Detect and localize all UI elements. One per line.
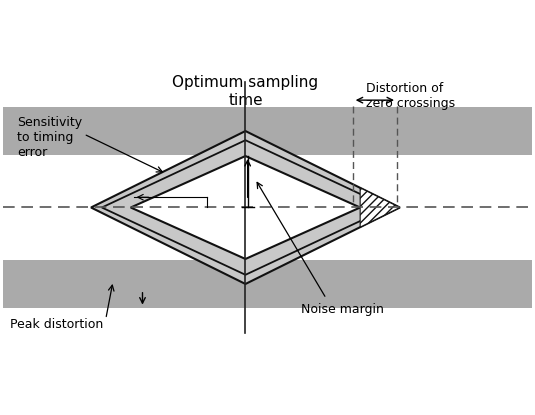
Text: Sensitivity
to timing
error: Sensitivity to timing error	[18, 116, 82, 159]
Polygon shape	[3, 107, 532, 154]
Polygon shape	[91, 131, 400, 284]
Text: Distortion of
zero crossings: Distortion of zero crossings	[366, 83, 455, 110]
Text: Noise margin: Noise margin	[301, 303, 384, 316]
Polygon shape	[360, 188, 400, 227]
Polygon shape	[131, 156, 360, 259]
Text: Optimum sampling
time: Optimum sampling time	[172, 75, 318, 107]
Polygon shape	[3, 261, 532, 308]
Text: Peak distortion: Peak distortion	[10, 318, 103, 331]
